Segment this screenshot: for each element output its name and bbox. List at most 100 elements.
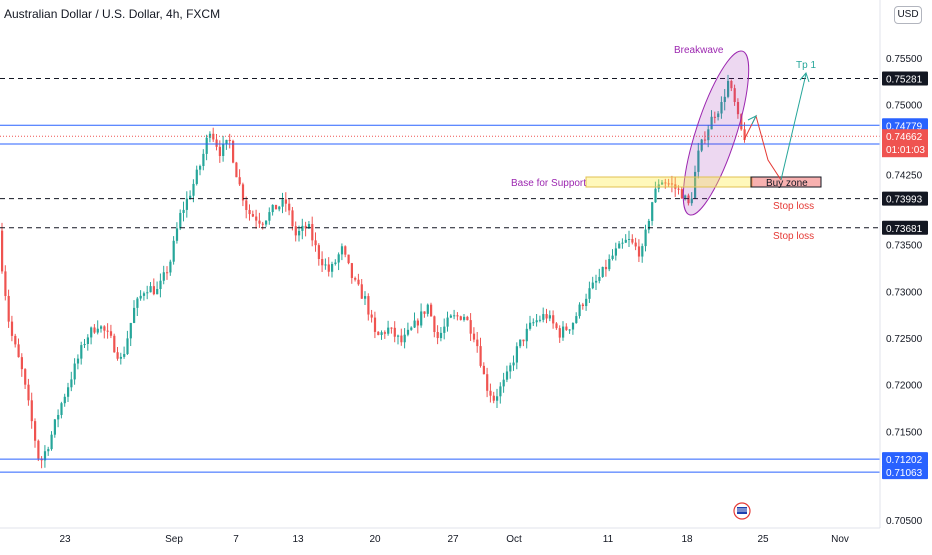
candle-body <box>129 322 132 339</box>
us-flag-event-icon[interactable] <box>733 502 751 520</box>
candle-body <box>24 369 27 385</box>
candle-down <box>522 339 525 347</box>
candle-body <box>383 332 386 334</box>
tp-arrow-line[interactable] <box>780 73 807 181</box>
candle-up <box>334 259 337 266</box>
candle-up <box>598 268 601 284</box>
currency-button[interactable]: USD <box>894 6 922 24</box>
candle-down <box>492 391 495 404</box>
candle-down <box>228 133 231 149</box>
candle-body <box>466 316 469 321</box>
candle-down <box>367 293 370 321</box>
candle-up <box>172 236 175 265</box>
candle-down <box>377 331 380 336</box>
candle-body <box>159 280 162 289</box>
candle-down <box>248 204 251 221</box>
candle-up <box>571 322 575 335</box>
candle-body <box>103 326 106 331</box>
candle-body <box>436 331 439 339</box>
candle-down <box>552 310 555 329</box>
candle-up <box>331 261 334 278</box>
candle-body <box>199 166 202 170</box>
candle-down <box>733 84 736 106</box>
candle-up <box>86 334 89 351</box>
candle-up <box>509 362 512 379</box>
candle-body <box>192 183 195 196</box>
price-level-tag <box>882 118 928 133</box>
candle-down <box>634 237 637 251</box>
candle-up <box>195 165 198 186</box>
candle-up <box>96 320 99 335</box>
candle-up <box>129 322 132 347</box>
candle-up <box>496 388 499 409</box>
candle-down <box>251 210 254 218</box>
candle-up <box>43 445 47 468</box>
candle-down <box>713 111 716 124</box>
candle-body <box>710 116 713 130</box>
candle-body <box>581 304 584 307</box>
candle-down <box>466 315 469 321</box>
candle-body <box>568 329 571 331</box>
candle-up <box>60 401 63 419</box>
candle-down <box>40 456 43 469</box>
candle-down <box>344 245 347 258</box>
candle-up <box>80 341 83 365</box>
candle-up <box>505 365 509 383</box>
candle-body <box>47 449 50 452</box>
candle-body <box>529 322 532 329</box>
projection-drop-line[interactable] <box>743 114 782 181</box>
candle-up <box>525 323 528 349</box>
price-tick-label: 0.70500 <box>886 516 923 527</box>
candle-down <box>109 324 113 339</box>
candle-body <box>251 214 254 217</box>
candle-up <box>710 110 713 130</box>
candle-up <box>90 326 93 345</box>
candle-down <box>20 353 23 377</box>
candle-body <box>390 327 393 329</box>
projection-small-arrow <box>747 114 758 125</box>
candle-body <box>195 169 198 184</box>
candle-up <box>535 313 538 327</box>
candle-down <box>469 313 472 341</box>
candle-up <box>162 265 165 285</box>
buy-zone[interactable] <box>750 176 822 188</box>
candle-down <box>347 254 350 265</box>
candle-up <box>222 135 225 162</box>
breakwave-ellipse[interactable] <box>670 45 761 221</box>
breakwave-label: Breakwave <box>674 45 724 56</box>
candle-body <box>116 352 119 359</box>
candle-up <box>136 296 139 317</box>
candle-body <box>334 262 337 265</box>
candle-body <box>406 329 410 335</box>
candle-up <box>271 204 274 216</box>
candle-up <box>179 209 182 231</box>
candle-body <box>439 332 443 339</box>
candle-body <box>172 240 175 262</box>
candle-body <box>703 139 707 141</box>
candle-up <box>614 242 617 261</box>
candle-body <box>34 421 37 441</box>
price-tick-label: 0.73000 <box>886 287 923 298</box>
candle-body <box>509 365 512 372</box>
candle-up <box>585 293 588 311</box>
time-tick-label: 18 <box>681 534 693 545</box>
candle-body <box>294 226 297 236</box>
tp-arrowhead <box>799 72 810 83</box>
price-axis: 0.75500 0.75000 0.74250 0.73500 0.73000 0.725… <box>0 0 923 529</box>
candle-body <box>222 143 225 156</box>
candle-body <box>410 327 413 330</box>
time-axis: 23 Sep 7 13 20 27 Oct 11 18 25 Nov <box>59 534 848 545</box>
candle-up <box>515 342 518 370</box>
candle-down <box>357 273 360 286</box>
candle-body <box>604 266 608 270</box>
candle-body <box>469 320 472 334</box>
candle-down <box>456 312 459 321</box>
candle-down <box>10 315 14 342</box>
price-level-tag-label: 0.71202 <box>886 455 923 466</box>
candle-down <box>327 257 330 277</box>
candle-up <box>281 192 284 214</box>
base-support-zone[interactable] <box>585 176 753 188</box>
candle-up <box>324 258 327 270</box>
